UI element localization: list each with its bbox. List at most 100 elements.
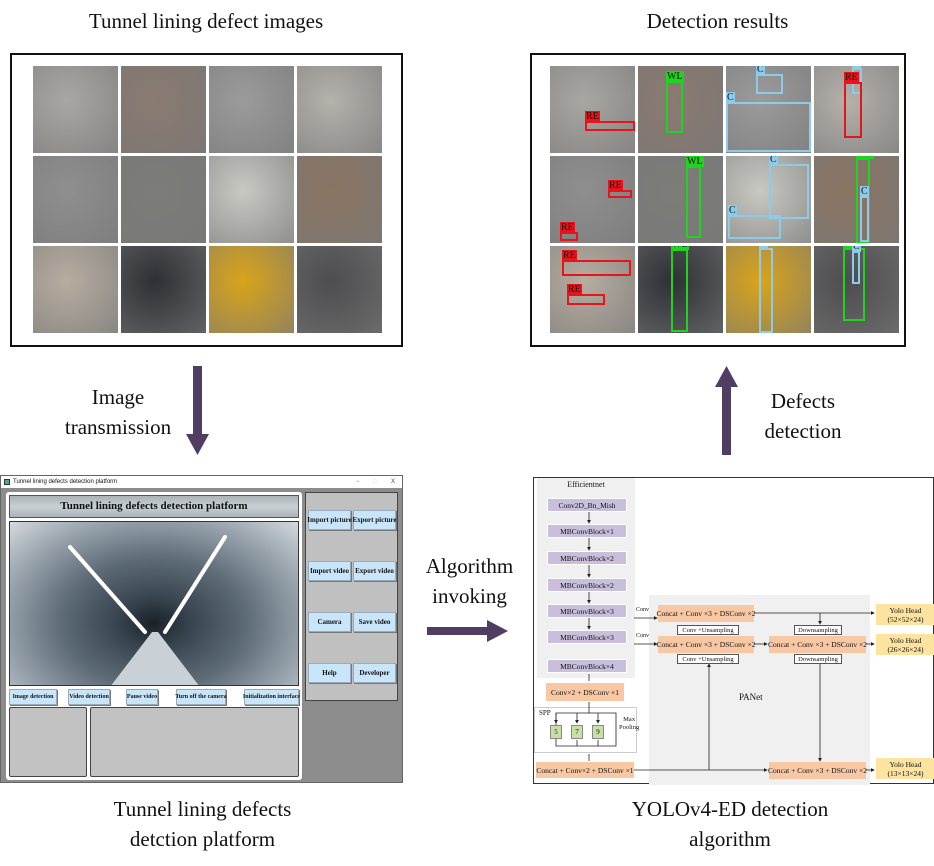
conv-dsconv-block: Conv×2 + DSConv ×1 — [546, 683, 624, 701]
defect-image-tile — [209, 66, 294, 153]
defect-image-tile: WC — [814, 246, 899, 333]
conv-label: Conv — [636, 607, 650, 613]
defect-image-tile — [121, 156, 206, 243]
max-pooling-label: Max Pooling — [619, 716, 639, 732]
detection-box: WL — [671, 246, 689, 332]
import-video-button[interactable]: Import video — [308, 561, 351, 581]
detection-label: WL — [686, 156, 704, 167]
defect-image-tile: WL — [638, 66, 723, 153]
help-button[interactable]: Help — [308, 663, 351, 683]
defect-image-tile — [297, 66, 382, 153]
export-video-button[interactable]: Export video — [353, 561, 396, 581]
backbone-block: MBConvBlock×4 — [547, 659, 627, 673]
yolo-head: Yolo Head (13×13×24) — [876, 758, 934, 779]
conv-label: Conv — [636, 633, 650, 639]
yolo-head: Yolo Head (26×26×24) — [876, 634, 934, 655]
efficientnet-title: Efficientnet — [567, 480, 605, 489]
defect-image-tile — [297, 246, 382, 333]
maximize-button[interactable]: □ — [373, 479, 377, 485]
diagram-connections — [554, 510, 875, 772]
initialization-interface-button[interactable]: Initialization interface — [243, 689, 300, 705]
result-panel — [90, 707, 299, 777]
detection-box: RE — [560, 222, 578, 241]
detection-label: RE — [560, 222, 575, 233]
label-line: Pooling — [619, 724, 640, 731]
yolo-head-title: Yolo Head — [889, 635, 922, 645]
spp-kernel: 9 — [592, 725, 604, 739]
close-button[interactable]: X — [391, 479, 396, 485]
upsampling-block: Conv +Unsampling — [677, 654, 739, 664]
video-detection-button[interactable]: Video detection — [68, 689, 110, 705]
detection-label: RE — [844, 72, 859, 83]
concat-block: Concat + Conv ×3 + DSConv ×2 — [768, 762, 867, 779]
upsampling-block: Conv +Unsampling — [677, 625, 739, 635]
import-picture-button[interactable]: Import picture — [307, 510, 352, 530]
backbone-block: MBConvBlock×3 — [547, 604, 627, 618]
down-arrow-shaft — [193, 366, 202, 436]
export-picture-button[interactable]: Export picture — [353, 510, 397, 530]
right-arrow-shaft — [427, 627, 489, 635]
label-line: Tunnel lining defects — [113, 797, 292, 821]
concat-block: Concat + Conv ×3 + DSConv ×2 — [657, 605, 756, 622]
window-title-bar: Tunnel lining defects detection platform… — [1, 476, 402, 488]
platform-caption: Tunnel lining defects detction platform — [40, 794, 365, 854]
detection-label: WL — [671, 246, 689, 250]
defect-images-panel — [10, 53, 403, 347]
panet-label: PANet — [739, 692, 763, 702]
yolo-head-title: Yolo Head — [889, 605, 922, 615]
detection-box: C — [769, 156, 809, 219]
defect-image-tile — [209, 246, 294, 333]
yolo-head-size: (26×26×24) — [887, 644, 924, 654]
label-line: YOLOv4-ED detection — [631, 797, 829, 821]
yolo-head: Yolo Head (52×52×24) — [876, 604, 934, 625]
defect-image-tile: WL — [638, 156, 723, 243]
label-line: Max — [623, 716, 636, 723]
detection-box: C — [860, 186, 869, 242]
backbone-block: MBConvBlock×3 — [547, 630, 627, 644]
window-title: Tunnel lining defects detection platform — [13, 479, 118, 485]
image-detection-button[interactable]: Image detection — [9, 689, 57, 705]
concat-block: Concat + Conv ×3 + DSConv ×2 — [657, 636, 756, 653]
detection-label: WL — [666, 71, 684, 82]
turn-off-the-camera-button[interactable]: Turn off the camera — [175, 689, 227, 705]
detection-box: C — [756, 66, 783, 94]
defect-image-tile — [209, 156, 294, 243]
up-arrow-shaft — [722, 385, 731, 455]
label-line: Image — [91, 385, 145, 409]
defect-image-tile — [33, 246, 118, 333]
defect-image-tile — [121, 246, 206, 333]
yolo-head-size: (52×52×24) — [887, 614, 924, 624]
detection-label: RE — [608, 180, 623, 191]
down-arrow-head — [186, 434, 209, 455]
minimize-button[interactable]: − — [356, 479, 360, 485]
label-line: Defects — [770, 389, 836, 413]
developer-button[interactable]: Developer — [353, 663, 396, 683]
defect-image-tile — [33, 156, 118, 243]
yolo-head-title: Yolo Head — [889, 759, 922, 769]
detection-label: WL — [856, 156, 874, 159]
platform-window: Tunnel lining defects detection platform… — [0, 475, 403, 783]
defect-image-tile — [297, 156, 382, 243]
spp-kernel: 7 — [571, 725, 583, 739]
spp-title: SPP — [539, 709, 551, 717]
defect-image-tile: WL C — [814, 156, 899, 243]
label-line: transmission — [64, 415, 172, 439]
image-transmission-label: Image transmission — [60, 382, 176, 442]
detection-label: RE — [567, 284, 582, 295]
detection-label: C — [756, 66, 765, 75]
detection-label: C — [860, 186, 869, 197]
label-line: detction platform — [129, 827, 276, 851]
yolo-head-size: (13×13×24) — [887, 768, 924, 778]
defect-image-tile: C — [726, 246, 811, 333]
save-video-button[interactable]: Save video — [353, 612, 396, 632]
detection-box: RE — [585, 111, 635, 131]
detection-box: WL — [686, 156, 704, 238]
pause-video-button[interactable]: Pause video — [126, 689, 158, 705]
detection-label: W — [843, 246, 855, 249]
detection-results-title: Detection results — [646, 9, 789, 33]
defect-image-tile: WL — [638, 246, 723, 333]
backbone-block: Conv2D_Bn_Mish — [547, 498, 627, 512]
defects-detection-label: Defects detection — [748, 386, 858, 446]
camera-button[interactable]: Camera — [308, 612, 351, 632]
